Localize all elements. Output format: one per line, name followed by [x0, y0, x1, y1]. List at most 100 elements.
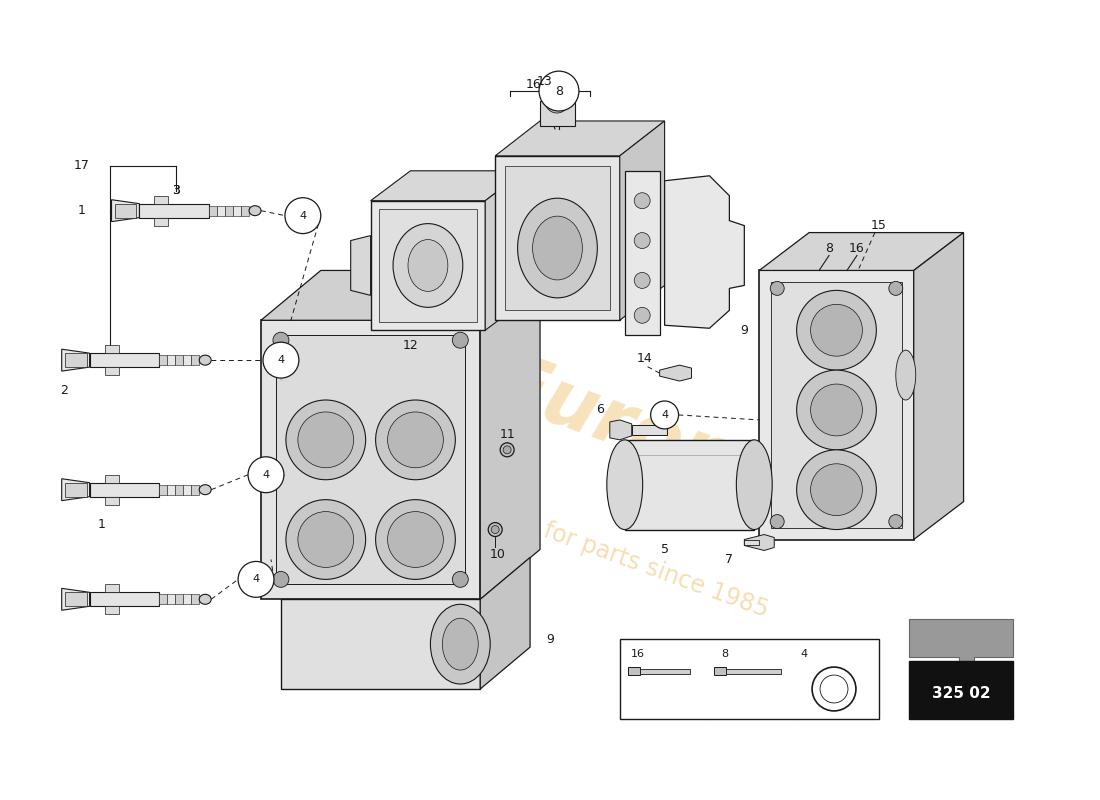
Bar — [160, 355, 167, 365]
Ellipse shape — [273, 571, 289, 587]
Ellipse shape — [273, 332, 289, 348]
Bar — [505, 166, 609, 310]
Bar — [191, 355, 199, 365]
Ellipse shape — [286, 400, 365, 480]
Ellipse shape — [500, 443, 514, 457]
Bar — [104, 497, 119, 505]
Ellipse shape — [635, 233, 650, 249]
Text: 6: 6 — [596, 403, 604, 417]
Bar — [184, 485, 191, 494]
Text: 4: 4 — [263, 470, 270, 480]
Ellipse shape — [298, 412, 354, 468]
Ellipse shape — [518, 198, 597, 298]
Bar — [65, 353, 87, 367]
Bar — [619, 639, 879, 719]
Polygon shape — [619, 121, 664, 320]
Polygon shape — [351, 235, 371, 295]
Bar — [154, 196, 168, 204]
Text: 4: 4 — [253, 574, 260, 584]
Ellipse shape — [796, 450, 877, 530]
Text: 15: 15 — [871, 219, 887, 232]
Text: 16: 16 — [849, 242, 865, 255]
Text: 3: 3 — [173, 184, 180, 198]
Bar — [104, 367, 119, 375]
Polygon shape — [745, 534, 774, 550]
Polygon shape — [481, 558, 530, 689]
Bar — [280, 599, 481, 689]
Text: 4: 4 — [661, 410, 668, 420]
Polygon shape — [62, 588, 89, 610]
Text: 4: 4 — [277, 355, 285, 365]
Ellipse shape — [442, 618, 478, 670]
Bar — [759, 270, 914, 539]
Text: 9: 9 — [546, 633, 554, 646]
Bar — [160, 594, 167, 604]
Bar — [89, 353, 160, 367]
Circle shape — [238, 562, 274, 598]
Ellipse shape — [811, 384, 862, 436]
Bar — [625, 170, 660, 335]
Polygon shape — [909, 619, 1013, 671]
Bar — [160, 485, 167, 494]
Ellipse shape — [387, 512, 443, 567]
Ellipse shape — [452, 571, 469, 587]
Ellipse shape — [532, 216, 582, 280]
Polygon shape — [62, 478, 89, 501]
Ellipse shape — [488, 522, 503, 537]
Text: 8: 8 — [720, 649, 728, 659]
Text: 10: 10 — [490, 548, 505, 561]
Circle shape — [539, 71, 579, 111]
Ellipse shape — [408, 239, 448, 291]
Bar — [191, 485, 199, 494]
Ellipse shape — [796, 370, 877, 450]
Text: 7: 7 — [725, 553, 734, 566]
Text: 12: 12 — [403, 338, 418, 352]
Bar — [628, 667, 640, 675]
Ellipse shape — [199, 355, 211, 365]
Ellipse shape — [895, 350, 915, 400]
Ellipse shape — [811, 464, 862, 515]
Ellipse shape — [430, 604, 491, 684]
Bar — [640, 669, 690, 674]
Bar — [104, 345, 119, 353]
Bar — [276, 335, 465, 584]
Ellipse shape — [375, 500, 455, 579]
Ellipse shape — [635, 273, 650, 288]
Ellipse shape — [298, 512, 354, 567]
Bar — [495, 156, 619, 320]
Ellipse shape — [393, 224, 463, 307]
Ellipse shape — [889, 514, 903, 529]
Text: 14: 14 — [637, 352, 652, 365]
Bar — [154, 218, 168, 226]
Text: a passion for parts since 1985: a passion for parts since 1985 — [428, 477, 772, 622]
Text: 4: 4 — [299, 210, 307, 221]
Ellipse shape — [286, 500, 365, 579]
Polygon shape — [914, 233, 964, 539]
Bar — [625, 440, 755, 530]
Ellipse shape — [770, 282, 784, 295]
Bar — [104, 584, 119, 592]
Bar — [140, 204, 209, 218]
Ellipse shape — [387, 412, 443, 468]
Bar — [89, 592, 160, 606]
Bar — [226, 206, 233, 216]
Bar — [65, 482, 87, 497]
Circle shape — [263, 342, 299, 378]
Ellipse shape — [249, 206, 261, 216]
Bar — [371, 201, 485, 330]
Bar — [167, 355, 175, 365]
Polygon shape — [485, 170, 525, 330]
Bar — [233, 206, 241, 216]
Ellipse shape — [375, 400, 455, 480]
Polygon shape — [609, 420, 631, 440]
Ellipse shape — [544, 89, 569, 113]
Ellipse shape — [607, 440, 642, 530]
Bar — [909, 661, 1013, 719]
Ellipse shape — [199, 594, 211, 604]
Bar — [175, 594, 184, 604]
Text: 325 02: 325 02 — [932, 686, 990, 702]
Bar — [184, 594, 191, 604]
Bar — [241, 206, 249, 216]
Bar — [104, 606, 119, 614]
Bar — [209, 206, 217, 216]
